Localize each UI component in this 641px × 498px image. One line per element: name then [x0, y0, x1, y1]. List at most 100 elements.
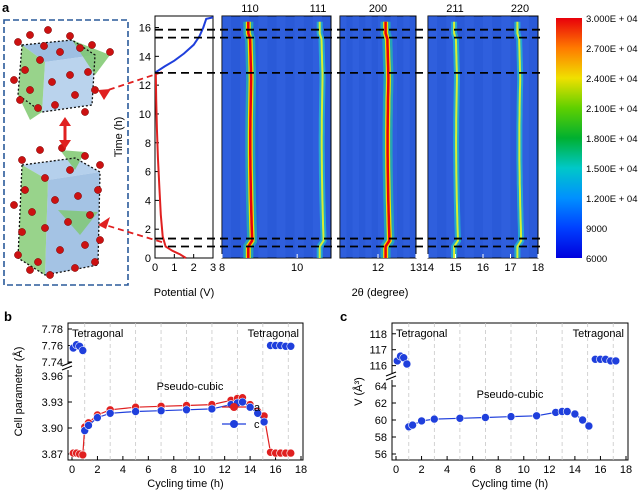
- data-point-v: [570, 409, 580, 419]
- data-point-v: [417, 416, 426, 426]
- oxygen-atom: [18, 228, 26, 236]
- oxygen-atom: [10, 76, 18, 84]
- oxygen-atom: [76, 44, 84, 52]
- x-tick-label: 10: [291, 262, 303, 274]
- x-tick-label: 1: [171, 262, 177, 274]
- x-tick-label: 8: [171, 464, 177, 476]
- background-stripe: [365, 16, 372, 258]
- background-stripe: [483, 16, 493, 258]
- x-tick-label: 4: [444, 464, 450, 476]
- colorbar-tick-label: 1.200E + 04: [586, 194, 638, 205]
- x-tick-label: 0: [393, 464, 399, 476]
- colorbar-tick-label: 6000: [586, 254, 607, 265]
- dashed-arrow-discharge: [101, 223, 163, 244]
- annotation-tetragonal-left: Tetragonal: [72, 328, 123, 340]
- y-axis-label: V (Å³): [352, 377, 365, 406]
- annotation-pseudo-cubic: Pseudo-cubic: [477, 389, 544, 401]
- oxygen-atom: [21, 186, 29, 194]
- data-point-v: [532, 411, 541, 421]
- data-point-v: [562, 407, 572, 416]
- x-tick-label: 14: [244, 464, 256, 476]
- colorbar-tick-label: 2.400E + 04: [586, 74, 638, 85]
- octahedron-face: [22, 158, 100, 180]
- background-stripe: [378, 16, 385, 258]
- panel-label-a: a: [2, 0, 10, 15]
- panel-c: c 118 117 116 64 62 60 58 56 0 2 4 6 8 10 12 14 16 18 Cycli…: [340, 309, 632, 490]
- x-tick-label: 12: [372, 262, 384, 274]
- oxygen-atom: [16, 96, 24, 104]
- data-point-v: [611, 356, 621, 366]
- potential-line-discharge: [154, 73, 187, 259]
- x-tick-label: 0: [152, 262, 158, 274]
- data-point-c: [245, 402, 255, 412]
- oxygen-atom: [51, 101, 59, 109]
- oxygen-atom: [81, 108, 89, 116]
- oxygen-atom: [14, 38, 22, 46]
- oxygen-atom: [84, 68, 92, 76]
- data-point-a: [286, 448, 296, 458]
- background-stripe: [222, 16, 232, 258]
- y-tick-label: 3.90: [42, 423, 63, 435]
- plot-frame: [67, 322, 304, 461]
- data-point-v: [481, 413, 490, 422]
- y-tick-label: 60: [375, 415, 387, 427]
- y-tick-label: 7.78: [42, 324, 63, 336]
- y-tick-label: 118: [369, 329, 387, 341]
- x-tick-label: 15: [449, 262, 461, 274]
- x-tick-label: 0: [69, 464, 75, 476]
- oxygen-atom: [74, 192, 82, 200]
- x-tick-label: 16: [269, 464, 281, 476]
- dashed-arrow-charge: [101, 71, 163, 93]
- annotation-tetragonal-right: Tetragonal: [248, 328, 299, 340]
- oxygen-atom: [91, 258, 99, 266]
- oxygen-atom: [71, 264, 79, 272]
- x-tick-label: 16: [594, 464, 606, 476]
- data-point-c: [93, 413, 102, 422]
- axis-break-mark: [61, 361, 73, 367]
- background-stripe: [240, 16, 250, 258]
- x-tick-label: 18: [620, 464, 632, 476]
- data-point-c: [253, 408, 263, 418]
- background-stripe: [390, 16, 397, 258]
- xrd-peak-core: [516, 21, 523, 258]
- data-point-v: [402, 359, 412, 369]
- y-tick-label: 56: [375, 449, 387, 461]
- data-point-c: [286, 341, 296, 351]
- legend-label-a: a: [254, 402, 261, 414]
- x-tick-label: 14: [422, 262, 434, 274]
- y-axis-label: Time (h): [113, 117, 125, 158]
- oxygen-atom: [51, 196, 59, 204]
- oxygen-atom: [88, 41, 96, 49]
- oxygen-atom: [46, 271, 54, 279]
- x-tick-label: 13: [410, 262, 422, 274]
- y-tick-label: 3.93: [42, 397, 63, 409]
- x-tick-label: 4: [120, 464, 126, 476]
- x-tick-label: 2: [94, 464, 100, 476]
- oxygen-atom: [56, 48, 64, 56]
- oxygen-atom: [14, 251, 22, 259]
- arrow-head-down: [59, 140, 71, 149]
- potential-line-charge: [155, 16, 214, 74]
- y-tick-label: 16: [139, 23, 151, 35]
- x-tick-label: 8: [495, 464, 501, 476]
- octahedron-face: [18, 95, 42, 120]
- oxygen-atom: [36, 56, 44, 64]
- structure-frame: [3, 19, 129, 286]
- peak-label-211: 211: [446, 3, 464, 15]
- y-tick-label: 7.76: [42, 341, 63, 353]
- background-stripe: [428, 16, 438, 258]
- xrd-peak-core: [453, 21, 460, 258]
- legend-label-c: c: [254, 419, 260, 431]
- oxygen-atom: [18, 156, 26, 164]
- legend-marker: [230, 403, 238, 411]
- x-tick-label: 6: [145, 464, 151, 476]
- x-tick-label: 6: [470, 464, 476, 476]
- x-tick-label: 14: [569, 464, 581, 476]
- oxygen-atom: [96, 236, 104, 244]
- oxygen-atom: [86, 211, 94, 219]
- oxygen-atom: [81, 152, 89, 160]
- oxygen-atom: [34, 104, 42, 112]
- background-stripe: [340, 16, 347, 258]
